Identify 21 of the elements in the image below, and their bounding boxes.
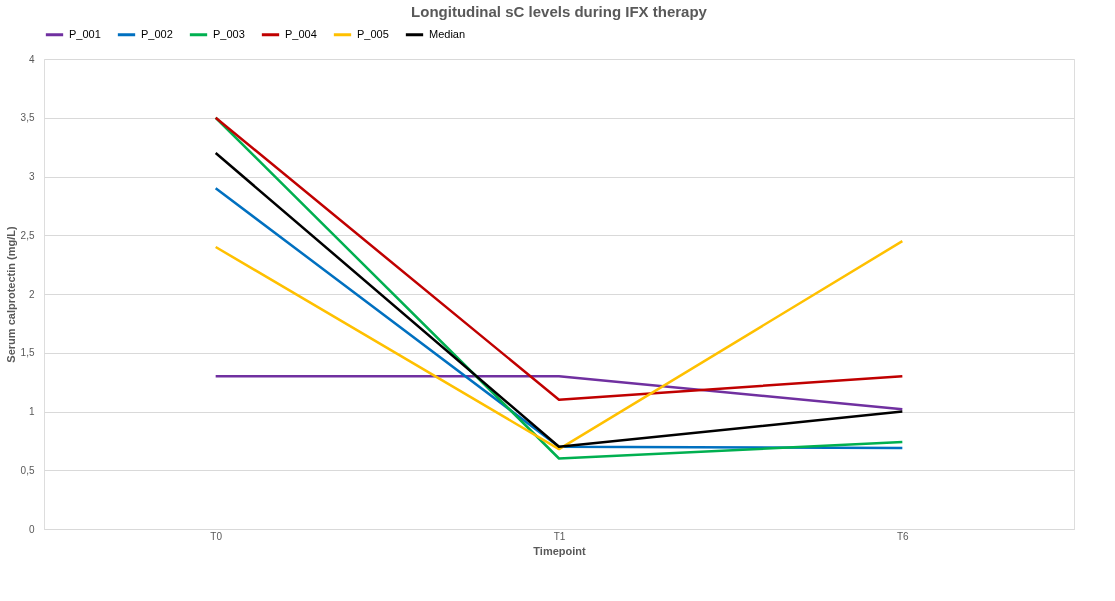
y-tick-label: 3 xyxy=(28,171,35,182)
chart-title: Longitudinal sC levels during IFX therapy xyxy=(411,3,708,20)
x-axis-title: Timepoint xyxy=(533,544,587,557)
legend-label: P_005 xyxy=(357,27,389,40)
y-tick-label: 2 xyxy=(28,288,35,300)
y-axis-title: Serum calprotectin (mg/L) xyxy=(4,226,17,363)
y-tick-label: 1,5 xyxy=(20,347,35,359)
legend-label: P_001 xyxy=(69,27,101,40)
legend-label: P_004 xyxy=(285,27,317,40)
y-tick-label: 0 xyxy=(28,523,35,535)
y-tick-label: 1 xyxy=(28,406,35,417)
legend-label: Median xyxy=(429,27,466,40)
y-tick-label: 2,5 xyxy=(20,229,35,241)
x-tick-label: T0 xyxy=(210,530,223,542)
y-tick-label: 4 xyxy=(28,53,35,65)
legend-label: P_002 xyxy=(141,27,173,40)
x-tick-label: T6 xyxy=(897,530,910,542)
y-tick-label: 3,5 xyxy=(20,112,35,124)
y-tick-label: 0,5 xyxy=(20,464,35,476)
legend-label: P_003 xyxy=(213,27,245,40)
x-tick-label: T1 xyxy=(553,530,566,542)
